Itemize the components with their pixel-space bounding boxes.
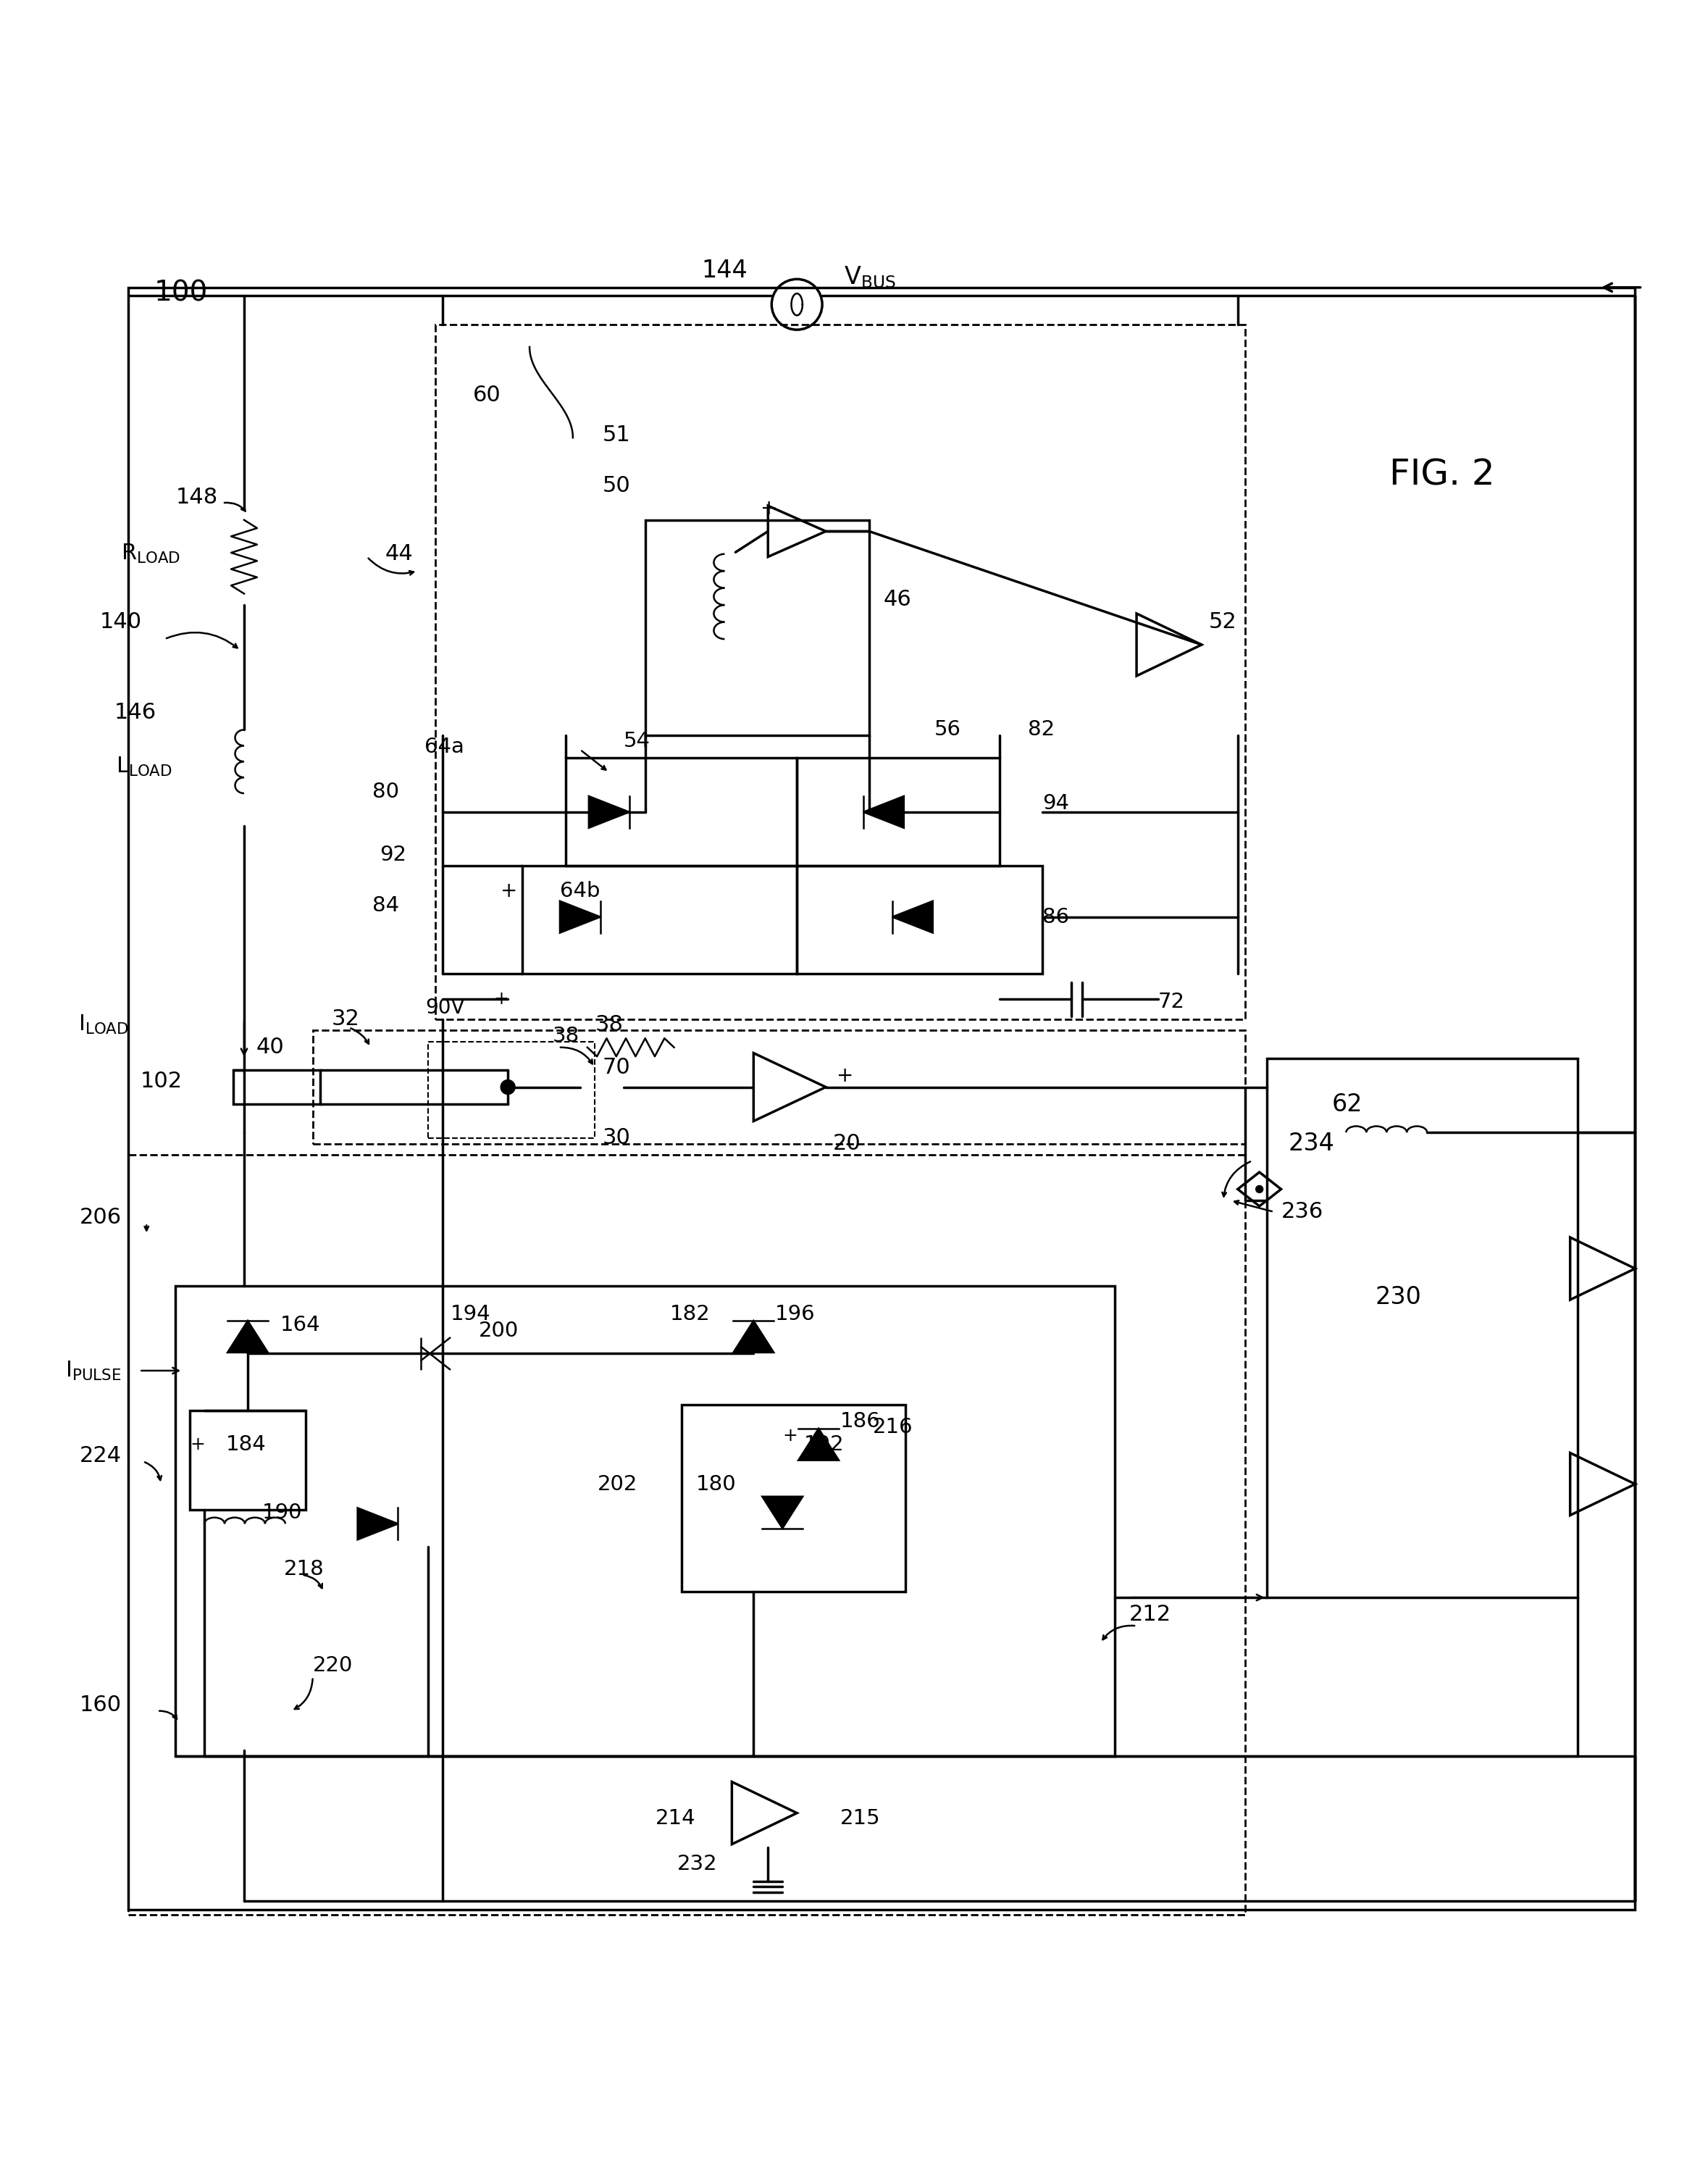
Text: 194: 194 (449, 1304, 490, 1324)
Text: 160: 160 (79, 1694, 121, 1715)
Bar (646, 520, 869, 736)
Text: 102: 102 (140, 1071, 183, 1093)
Bar (313, 1030, 1245, 1143)
Text: 202: 202 (598, 1474, 637, 1493)
Text: 184: 184 (225, 1435, 266, 1454)
Text: 60: 60 (473, 385, 500, 405)
Bar (128, 287, 1635, 1909)
Text: 164: 164 (280, 1315, 321, 1335)
Polygon shape (798, 1428, 839, 1461)
Text: 232: 232 (676, 1855, 717, 1874)
Bar (523, 866, 798, 973)
Text: 216: 216 (873, 1417, 914, 1437)
Text: 140: 140 (99, 612, 142, 634)
Text: 50: 50 (603, 475, 630, 496)
Bar (798, 866, 1042, 973)
Text: 214: 214 (656, 1809, 695, 1829)
Polygon shape (864, 797, 904, 827)
Text: 62: 62 (1332, 1093, 1363, 1117)
Text: +: + (760, 499, 777, 518)
Bar (436, 324, 1245, 1019)
Text: 70: 70 (603, 1056, 630, 1078)
Text: 51: 51 (603, 425, 630, 446)
Text: 64b: 64b (560, 882, 600, 901)
Text: 80: 80 (372, 782, 400, 803)
Text: 206: 206 (79, 1206, 121, 1228)
Text: FIG. 2: FIG. 2 (1390, 457, 1494, 492)
Text: R$_{\mathrm{LOAD}}$: R$_{\mathrm{LOAD}}$ (121, 542, 181, 566)
Text: 72: 72 (1158, 993, 1185, 1012)
Circle shape (500, 1080, 516, 1095)
Bar (565, 758, 798, 866)
Text: 230: 230 (1375, 1284, 1421, 1308)
Text: 224: 224 (79, 1446, 121, 1467)
Text: 82: 82 (1028, 721, 1056, 740)
Text: 38: 38 (552, 1025, 579, 1047)
Polygon shape (589, 797, 629, 827)
Text: 236: 236 (1281, 1202, 1324, 1221)
Text: 180: 180 (695, 1474, 736, 1493)
Bar (798, 758, 999, 866)
Text: 212: 212 (1129, 1604, 1172, 1624)
Text: 54: 54 (623, 731, 651, 751)
Text: +: + (190, 1435, 205, 1452)
Text: V$_{\mathrm{BUS}}$: V$_{\mathrm{BUS}}$ (844, 266, 897, 290)
Text: 148: 148 (176, 488, 217, 507)
Text: 196: 196 (775, 1304, 815, 1324)
Bar (128, 1156, 1245, 1916)
Text: 38: 38 (594, 1014, 623, 1036)
Text: +: + (782, 1428, 798, 1446)
Polygon shape (560, 901, 600, 932)
Text: +: + (500, 882, 518, 901)
Text: I$_{\mathrm{LOAD}}$: I$_{\mathrm{LOAD}}$ (79, 1014, 128, 1036)
Text: 30: 30 (603, 1128, 630, 1149)
Circle shape (1255, 1186, 1262, 1193)
Text: 44: 44 (384, 544, 413, 564)
Text: 146: 146 (114, 703, 155, 723)
Text: 94: 94 (1042, 792, 1069, 814)
Bar (176, 1287, 1115, 1757)
Bar (429, 1043, 594, 1139)
Text: 90V: 90V (425, 997, 465, 1019)
Text: I$_{\mathrm{PULSE}}$: I$_{\mathrm{PULSE}}$ (65, 1358, 121, 1382)
Text: +: + (494, 991, 509, 1008)
Text: 40: 40 (256, 1036, 284, 1058)
Text: 64a: 64a (425, 736, 465, 758)
Text: 86: 86 (1042, 908, 1069, 927)
Text: 92: 92 (379, 845, 407, 864)
Text: +: + (837, 1065, 854, 1086)
Polygon shape (892, 901, 933, 932)
Bar (190, 1411, 306, 1509)
Text: 190: 190 (261, 1502, 302, 1522)
Text: 186: 186 (840, 1411, 881, 1432)
Text: 52: 52 (1209, 612, 1237, 634)
Text: 56: 56 (934, 721, 962, 740)
Text: 182: 182 (670, 1304, 711, 1324)
Text: 220: 220 (313, 1655, 354, 1676)
Text: 200: 200 (478, 1321, 519, 1341)
Text: 20: 20 (834, 1134, 861, 1154)
Text: 192: 192 (804, 1435, 844, 1454)
Text: 46: 46 (883, 588, 912, 610)
Text: 84: 84 (372, 895, 400, 917)
Text: 215: 215 (840, 1809, 881, 1829)
Text: 32: 32 (331, 1008, 360, 1030)
Polygon shape (733, 1321, 774, 1352)
Polygon shape (762, 1496, 803, 1528)
Bar (234, 1071, 319, 1104)
Polygon shape (357, 1509, 398, 1539)
Text: 218: 218 (284, 1559, 325, 1578)
Circle shape (504, 1084, 511, 1091)
Text: 144: 144 (702, 259, 748, 283)
Text: 100: 100 (154, 279, 208, 307)
Bar (681, 1404, 905, 1591)
Text: 234: 234 (1288, 1132, 1334, 1156)
Bar (1267, 1058, 1578, 1598)
Polygon shape (227, 1321, 268, 1352)
Text: L$_{\mathrm{LOAD}}$: L$_{\mathrm{LOAD}}$ (116, 755, 173, 777)
